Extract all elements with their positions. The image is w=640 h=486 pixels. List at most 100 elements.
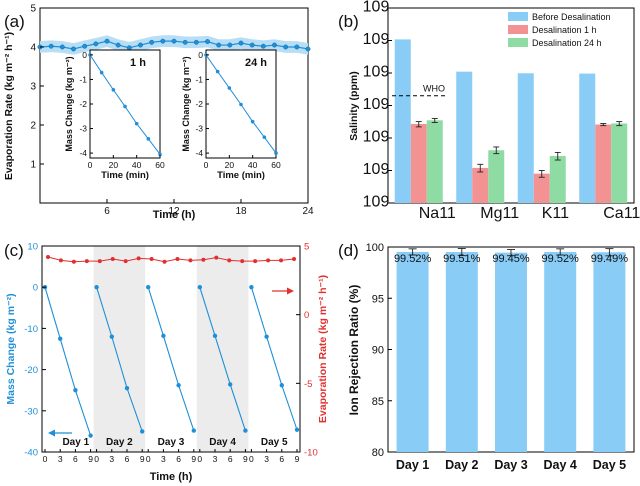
evaporation-rate-point bbox=[97, 259, 102, 264]
panel-d: (d) 99.52% 99.51% 99.45% 99.52% 99.49% 80 85 9… bbox=[338, 241, 635, 472]
evaporation-rate-point bbox=[227, 258, 232, 263]
panel-c-xtick-label: 0 bbox=[146, 454, 151, 464]
inset-point bbox=[227, 86, 232, 90]
mass-change-point bbox=[161, 333, 166, 339]
panel-a-point bbox=[283, 44, 289, 50]
panel-d-category-label: Day 5 bbox=[593, 458, 626, 472]
panel-a-xtick-label: 6 bbox=[104, 206, 110, 217]
panel-d-ytick-label: 85 bbox=[372, 396, 384, 408]
panel-b-bar bbox=[472, 167, 489, 203]
panel-d-data-label: 99.51% bbox=[443, 253, 481, 265]
day-shade bbox=[93, 246, 146, 452]
panel-c-ytick-left-label: -20 bbox=[24, 365, 38, 376]
panel-b-bar bbox=[517, 73, 534, 203]
legend-label: Desalination 1 h bbox=[532, 25, 597, 35]
panel-c-xtick-label: 6 bbox=[73, 454, 78, 464]
panel-b-label: (b) bbox=[338, 12, 359, 31]
mass-change-line bbox=[250, 287, 298, 430]
panel-d-data-label: 99.52% bbox=[542, 253, 580, 265]
middle: K11 bbox=[542, 205, 569, 222]
mass-change-line bbox=[44, 287, 92, 436]
panel-c-xtick-label: 6 bbox=[279, 454, 284, 464]
panel-a-point bbox=[249, 42, 255, 48]
legend-swatch bbox=[508, 12, 528, 21]
day-label: Day 5 bbox=[261, 437, 288, 448]
panel-c-xtick-label: 9 bbox=[140, 454, 145, 464]
panel-a-ytick-label: 3 bbox=[30, 82, 36, 93]
mass-change-line bbox=[147, 287, 195, 431]
panel-a-point bbox=[71, 46, 76, 52]
panel-a-point bbox=[171, 38, 177, 44]
mass-change-point bbox=[212, 333, 218, 339]
evaporation-rate-point bbox=[188, 258, 193, 263]
panel-d-ytick-label: 90 bbox=[372, 345, 384, 357]
inset-ytick-label: -3 bbox=[79, 124, 87, 134]
inset-ytick-label: -1 bbox=[79, 74, 87, 84]
inset-ytick-label: -4 bbox=[195, 148, 203, 158]
panel-a-point bbox=[115, 42, 121, 48]
evaporation-rate-point bbox=[266, 258, 271, 263]
evaporation-rate-point bbox=[46, 254, 50, 259]
panel-b-bar bbox=[426, 120, 443, 203]
panel-a-xtick-label: 12 bbox=[168, 206, 180, 217]
mass-change-point bbox=[294, 427, 300, 432]
panel-c-xtick-label: 9 bbox=[191, 454, 196, 464]
evaporation-rate-point bbox=[240, 259, 245, 264]
panel-a-ytick-label: 1 bbox=[30, 160, 36, 171]
legend-swatch bbox=[508, 38, 528, 47]
inset-point bbox=[99, 70, 104, 75]
panel-c-xtick-label: 0 bbox=[43, 454, 48, 464]
panel-d-ytick-label: 80 bbox=[372, 447, 384, 459]
panel-a-ytick-label: 2 bbox=[30, 121, 36, 132]
evaporation-rate-point bbox=[279, 258, 284, 263]
inset-ytick-label: 0 bbox=[82, 50, 87, 60]
panel-d-data-label: 99.52% bbox=[394, 253, 432, 265]
panel-a-point bbox=[205, 39, 210, 44]
evaporation-rate-point bbox=[175, 257, 180, 262]
inset-point bbox=[262, 135, 267, 139]
panel-c-xtick-label: 6 bbox=[228, 454, 233, 464]
mass-change-point bbox=[140, 429, 145, 434]
legend-swatch bbox=[508, 25, 528, 34]
panel-a-point bbox=[93, 41, 99, 47]
panel-d-category-label: Day 2 bbox=[445, 458, 478, 472]
panel-a-point bbox=[272, 42, 277, 48]
panel-c-xtick-label: 6 bbox=[125, 454, 130, 464]
mass-change-point bbox=[279, 383, 284, 388]
panel-c-ylabel-right: Evaporation Rate (kg m⁻² h⁻¹) bbox=[317, 275, 329, 423]
mass-change-point bbox=[249, 285, 254, 290]
panel-c-label: (c) bbox=[4, 241, 24, 260]
evaporation-rate-point bbox=[123, 259, 128, 264]
legend-label: Desalination 24 h bbox=[532, 38, 602, 48]
panel-b-bar bbox=[611, 123, 628, 203]
panel-a-point bbox=[126, 45, 132, 51]
panel-a-point bbox=[294, 44, 300, 50]
middle: Na11 bbox=[419, 205, 456, 222]
panel-d-label: (d) bbox=[338, 241, 359, 260]
panel-c-xtick-label: 6 bbox=[176, 454, 181, 464]
panel-a-point bbox=[238, 40, 244, 46]
legend-label: Before Desalination bbox=[532, 12, 611, 22]
panel-a-point bbox=[149, 39, 155, 45]
panel-a-xtick-label: 24 bbox=[302, 206, 314, 217]
evaporation-rate-point bbox=[71, 259, 76, 264]
day-label: Day 2 bbox=[106, 437, 133, 448]
mass-change-point bbox=[94, 285, 99, 290]
evaporation-rate-point bbox=[253, 259, 258, 264]
inset-xtick-label: 20 bbox=[109, 160, 119, 170]
panel-c-xtick-label: 9 bbox=[88, 454, 93, 464]
panel-c-ytick-left-label: -30 bbox=[24, 406, 38, 417]
middle: 109 bbox=[363, 161, 390, 178]
inset-ytick-label: -1 bbox=[195, 74, 203, 84]
inset-xtick-label: 60 bbox=[271, 160, 281, 170]
panel-d-category-label: Day 1 bbox=[396, 458, 429, 472]
panel-b-ylabel: Salinity (ppm) bbox=[348, 71, 360, 140]
panel-c-xtick-label: 3 bbox=[109, 454, 114, 464]
mass-change-point bbox=[146, 285, 151, 290]
panel-a-point bbox=[227, 42, 233, 48]
panel-d-category-label: Day 3 bbox=[494, 458, 527, 472]
left-axis-arrow bbox=[48, 429, 72, 437]
day-shade bbox=[196, 246, 249, 452]
panel-c-xtick-label: 9 bbox=[243, 454, 248, 464]
inset-xtick-label: 40 bbox=[132, 160, 142, 170]
